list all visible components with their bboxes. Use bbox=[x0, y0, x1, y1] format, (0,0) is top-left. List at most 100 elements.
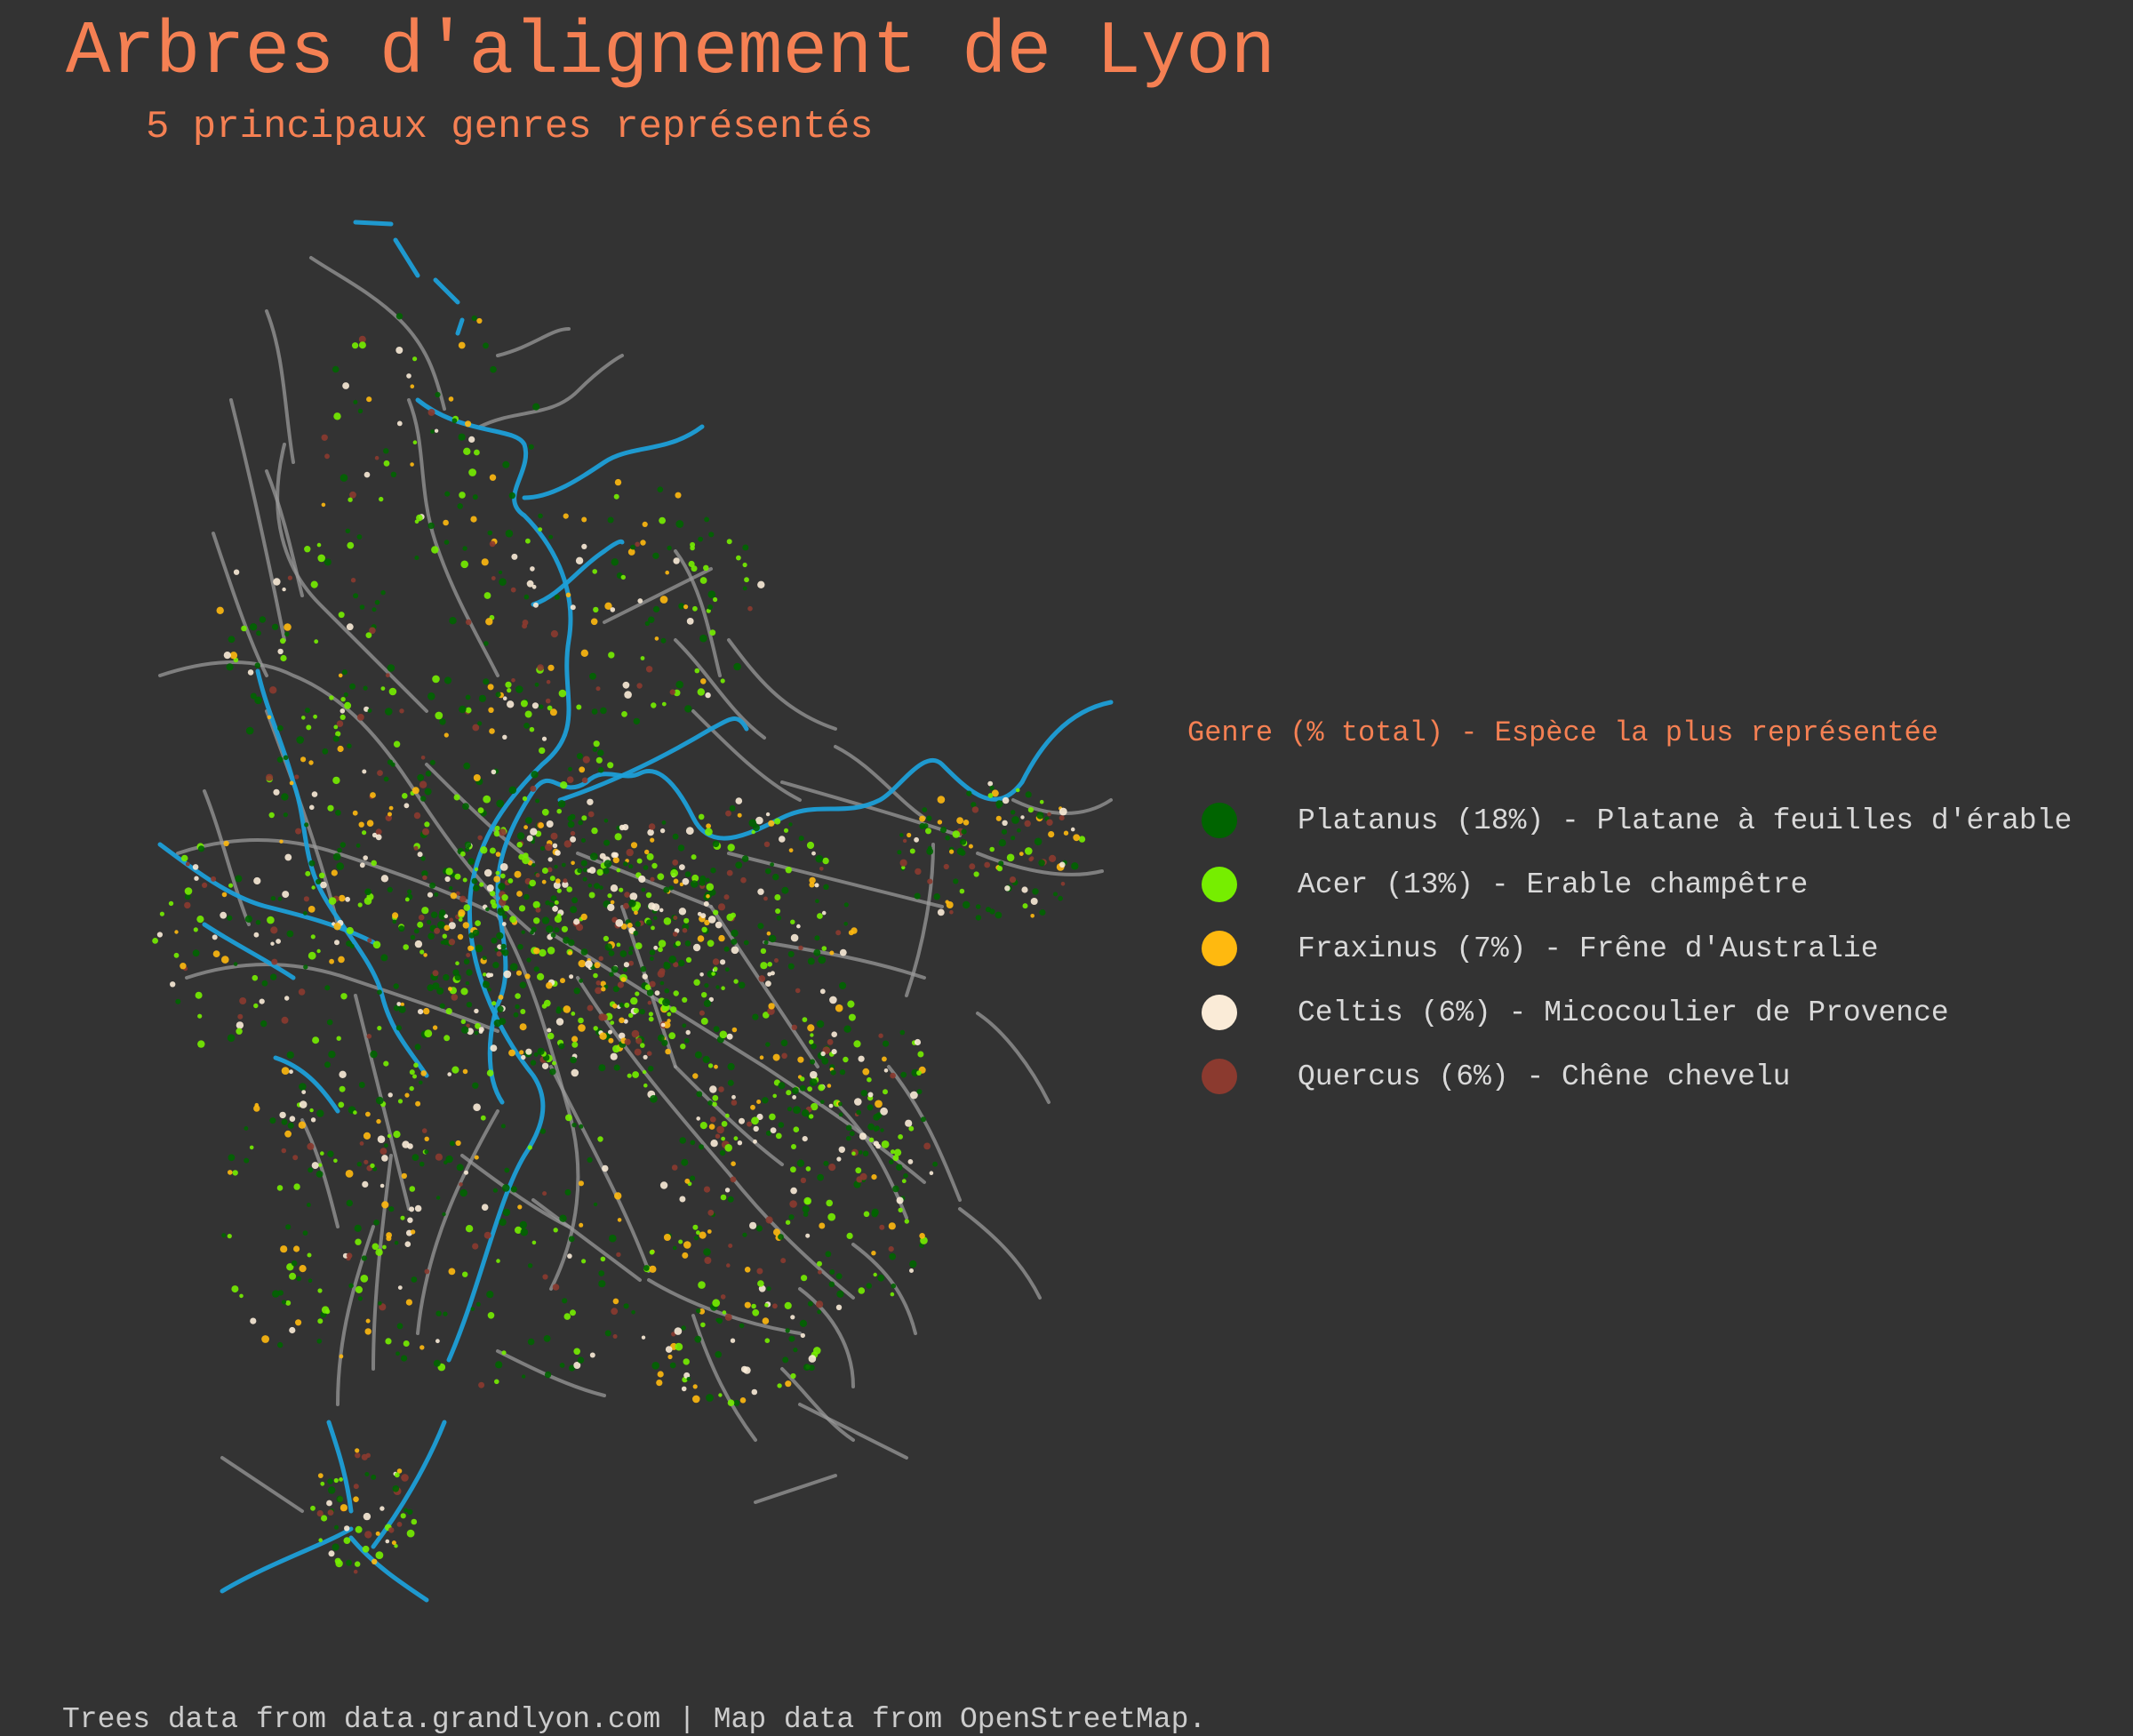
tree-point bbox=[838, 1146, 845, 1154]
tree-point bbox=[749, 1221, 757, 1229]
tree-point bbox=[696, 1116, 700, 1121]
tree-point bbox=[937, 796, 946, 804]
tree-point bbox=[596, 868, 603, 876]
tree-point bbox=[507, 688, 512, 693]
tree-point bbox=[694, 668, 700, 674]
tree-point bbox=[670, 1006, 677, 1013]
tree-point bbox=[773, 1228, 780, 1236]
tree-point bbox=[465, 694, 471, 700]
tree-point bbox=[1046, 819, 1053, 826]
tree-point bbox=[448, 922, 456, 930]
tree-point bbox=[520, 700, 528, 708]
tree-point bbox=[340, 993, 348, 1000]
tree-point bbox=[682, 1252, 689, 1259]
tree-point bbox=[566, 886, 572, 892]
tree-point bbox=[303, 911, 308, 916]
tree-point bbox=[878, 1033, 883, 1038]
tree-point bbox=[463, 904, 471, 911]
tree-point bbox=[589, 672, 596, 680]
tree-point bbox=[929, 1171, 934, 1175]
tree-point bbox=[705, 692, 711, 699]
tree-point bbox=[894, 1148, 902, 1156]
tree-point bbox=[672, 932, 678, 937]
tree-point bbox=[475, 1022, 481, 1029]
tree-point bbox=[632, 1071, 639, 1078]
tree-point bbox=[1015, 788, 1020, 793]
tree-point bbox=[774, 818, 781, 825]
tree-point bbox=[420, 756, 426, 760]
tree-point bbox=[413, 928, 419, 934]
river-segment bbox=[348, 1535, 429, 1603]
tree-point bbox=[385, 673, 390, 678]
tree-point bbox=[760, 948, 767, 955]
tree-point bbox=[311, 885, 316, 890]
tree-point bbox=[283, 755, 289, 761]
tree-point bbox=[522, 796, 528, 802]
tree-point bbox=[340, 842, 346, 848]
tree-point bbox=[741, 855, 749, 862]
tree-point bbox=[333, 412, 341, 420]
tree-point bbox=[462, 877, 467, 883]
tree-point bbox=[194, 876, 199, 881]
tree-point bbox=[657, 486, 664, 492]
tree-point bbox=[667, 545, 672, 551]
tree-point bbox=[531, 863, 536, 868]
tree-point bbox=[1028, 857, 1034, 862]
tree-point bbox=[340, 708, 346, 714]
tree-point bbox=[502, 1208, 511, 1217]
tree-point bbox=[511, 678, 515, 683]
tree-point bbox=[871, 1208, 879, 1216]
tree-point bbox=[267, 916, 275, 924]
tree-point bbox=[530, 566, 535, 572]
tree-point bbox=[313, 714, 317, 719]
tree-point bbox=[956, 817, 963, 824]
legend-item-celtis: Celtis (6%) - Micocoulier de Provence bbox=[1187, 980, 2121, 1044]
tree-point bbox=[995, 911, 1003, 919]
tree-point bbox=[244, 1126, 249, 1131]
tree-point bbox=[831, 1049, 837, 1055]
tree-point bbox=[831, 1031, 837, 1037]
tree-point bbox=[1002, 796, 1010, 804]
tree-point bbox=[700, 1322, 706, 1328]
tree-point bbox=[712, 1299, 721, 1308]
tree-point bbox=[526, 957, 531, 963]
tree-point bbox=[353, 1484, 359, 1490]
tree-point bbox=[511, 553, 518, 560]
tree-point bbox=[922, 807, 928, 812]
tree-point bbox=[859, 1172, 867, 1180]
tree-point bbox=[509, 916, 517, 924]
tree-point bbox=[615, 919, 624, 927]
tree-point bbox=[871, 1174, 877, 1180]
tree-point bbox=[565, 592, 571, 598]
tree-point bbox=[593, 972, 598, 979]
tree-point bbox=[316, 1109, 324, 1117]
tree-point bbox=[782, 1356, 789, 1364]
tree-point bbox=[821, 946, 827, 951]
tree-point bbox=[411, 787, 419, 795]
tree-point bbox=[607, 903, 615, 912]
tree-point bbox=[623, 1303, 629, 1309]
tree-point bbox=[307, 1142, 315, 1150]
tree-point bbox=[487, 530, 493, 536]
tree-point bbox=[401, 1172, 407, 1180]
tree-point bbox=[712, 1094, 719, 1101]
tree-point bbox=[608, 950, 615, 956]
tree-point bbox=[991, 789, 999, 797]
legend-dot-fraxinus bbox=[1202, 931, 1237, 966]
tree-point bbox=[549, 708, 557, 716]
legend-label-quercus: Quercus (6%) - Chêne chevelu bbox=[1298, 1060, 1791, 1093]
tree-point bbox=[858, 1287, 866, 1294]
tree-point bbox=[270, 926, 278, 934]
tree-point bbox=[730, 1176, 737, 1183]
tree-point bbox=[287, 1122, 294, 1129]
tree-point bbox=[459, 492, 466, 499]
tree-point bbox=[260, 1020, 268, 1028]
tree-point bbox=[377, 1026, 382, 1031]
tree-point bbox=[381, 1155, 388, 1162]
tree-point bbox=[317, 1473, 324, 1478]
tree-point bbox=[526, 580, 534, 588]
tree-point bbox=[727, 1196, 734, 1203]
tree-point bbox=[366, 396, 372, 403]
tree-point bbox=[660, 1022, 666, 1028]
tree-point bbox=[890, 1292, 895, 1297]
